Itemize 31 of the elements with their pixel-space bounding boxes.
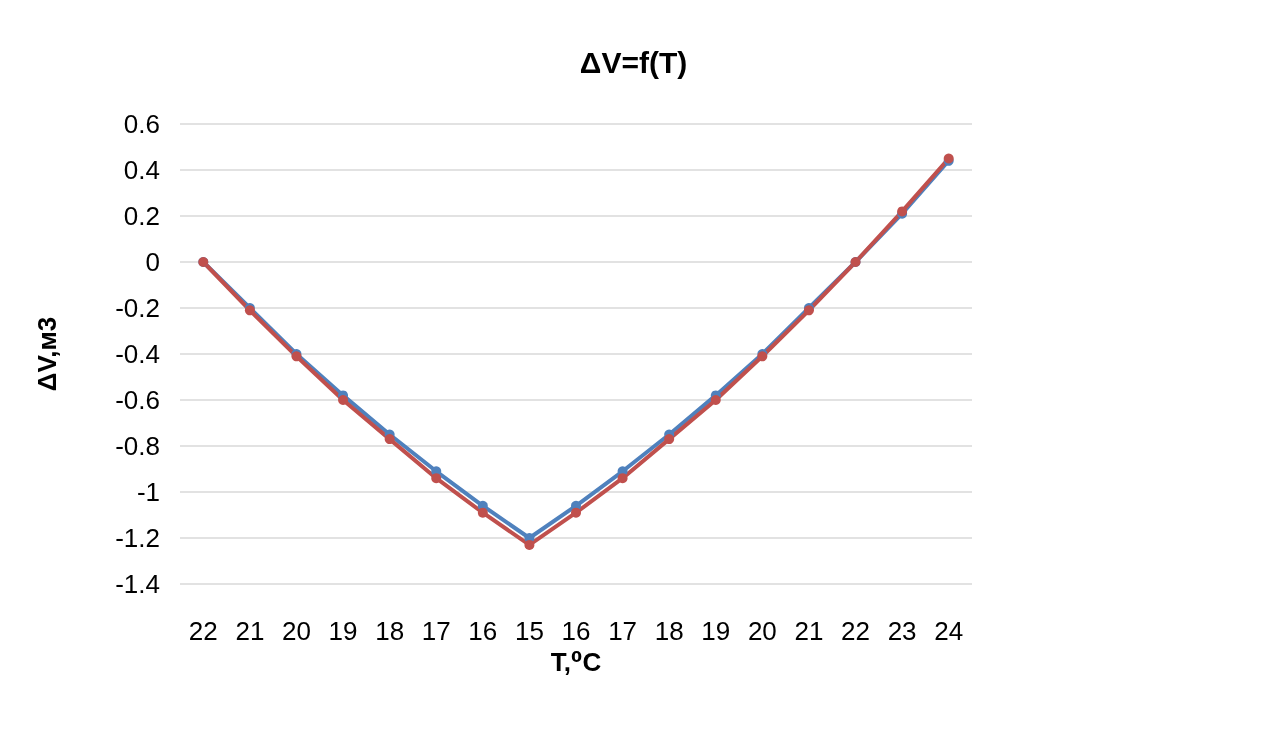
y-tick-label: -0.8 — [115, 431, 160, 461]
x-tick-label: 16 — [468, 616, 498, 646]
y-tick-label: -0.2 — [115, 293, 160, 323]
y-tick-label: -1 — [136, 477, 160, 507]
x-tick-label: 21 — [794, 616, 824, 646]
x-tick-label: 24 — [934, 616, 964, 646]
x-tick-label: 22 — [188, 616, 218, 646]
x-axis-title: T,⁰C — [550, 646, 602, 677]
x-tick-label: 16 — [561, 616, 591, 646]
y-tick-label: -1.2 — [115, 523, 160, 553]
x-tick-label: 23 — [887, 616, 917, 646]
x-tick-label: 17 — [608, 616, 638, 646]
x-tick-label: 22 — [841, 616, 870, 646]
y-tick-label: 0.2 — [123, 201, 160, 231]
x-tick-label: 15 — [514, 616, 544, 646]
x-tick-label: 18 — [375, 616, 405, 646]
y-tick-label: 0 — [145, 247, 160, 277]
chart-title: ΔV=f(T) — [579, 45, 688, 79]
x-tick-label: 20 — [747, 616, 777, 646]
x-tick-label: 21 — [235, 616, 265, 646]
y-tick-label: -0.4 — [115, 339, 160, 369]
y-axis-title: ΔV,м3 — [32, 316, 62, 392]
x-tick-label: 20 — [282, 616, 311, 646]
y-tick-label: -0.6 — [115, 385, 160, 415]
x-tick-label: 18 — [654, 616, 684, 646]
x-tick-label: 19 — [328, 616, 358, 646]
y-tick-label: 0.4 — [123, 155, 160, 185]
x-tick-label: 19 — [701, 616, 731, 646]
x-tick-label: 17 — [421, 616, 451, 646]
y-tick-label: -1.4 — [115, 569, 160, 599]
y-tick-label: 0.6 — [123, 109, 160, 139]
